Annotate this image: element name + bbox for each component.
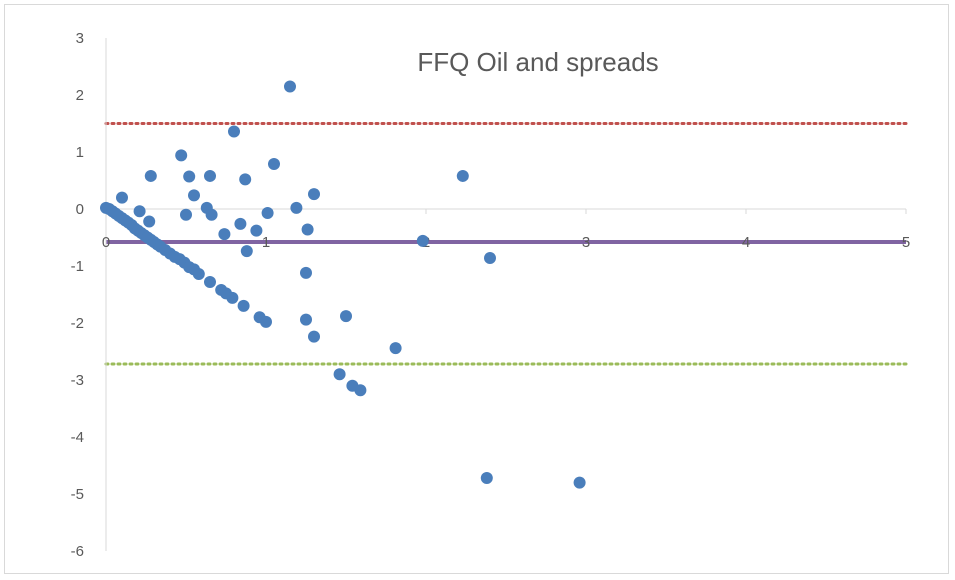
data-point (204, 275, 216, 288)
y-tick-label: 3 (76, 30, 84, 47)
chart-title: FFQ Oil and spreads (417, 47, 658, 77)
data-point (260, 315, 272, 328)
data-point (340, 310, 352, 323)
data-point (301, 223, 314, 236)
data-point (456, 169, 469, 182)
data-point (218, 228, 231, 241)
y-tick-label: -2 (71, 315, 84, 332)
data-point (240, 245, 253, 258)
data-point (228, 125, 240, 138)
y-tick-label: 2 (76, 87, 84, 104)
data-point (333, 368, 346, 381)
data-point (354, 384, 367, 397)
reference-lines (104, 122, 908, 366)
x-tick-label: 0 (102, 234, 110, 251)
data-point (284, 80, 296, 93)
data-point (192, 267, 205, 280)
data-point (308, 188, 320, 201)
data-point (416, 234, 429, 247)
y-tick-label: -1 (71, 258, 84, 275)
x-tick-label: 1 (262, 234, 270, 251)
data-point (239, 173, 252, 186)
data-point (180, 208, 192, 221)
y-tick-label: 0 (76, 201, 84, 218)
x-tick-label: 5 (902, 234, 910, 251)
y-tick-label: 1 (76, 144, 84, 161)
data-point (250, 224, 263, 237)
data-point (300, 313, 312, 326)
data-point (205, 208, 218, 221)
data-point (480, 472, 493, 485)
data-point (389, 342, 402, 355)
y-tick-label: -4 (71, 429, 84, 446)
data-point (268, 157, 280, 170)
x-tick-label: 3 (582, 234, 590, 251)
chart-frame: FFQ Oil and spreads 3 2 1 0 -1 -2 -3 -4 -5 -6 0 1 2… (4, 4, 949, 574)
y-tick-label: -5 (71, 486, 84, 503)
data-point (188, 189, 200, 202)
data-point (116, 191, 128, 204)
data-point (143, 215, 156, 228)
data-point (144, 169, 157, 182)
data-point (308, 330, 320, 343)
data-point (175, 149, 188, 162)
scatter-chart: FFQ Oil and spreads 3 2 1 0 -1 -2 -3 -4 -5 -6 0 1 2… (71, 30, 911, 560)
data-point (234, 217, 247, 230)
data-point (300, 266, 312, 279)
data-point (573, 476, 586, 489)
data-point (183, 170, 196, 183)
data-point (226, 291, 239, 304)
data-points (100, 80, 586, 489)
y-tick-label: -3 (71, 372, 84, 389)
data-point (133, 205, 146, 218)
data-point (484, 252, 496, 265)
data-point (261, 206, 274, 219)
data-point (204, 169, 216, 182)
y-axis-ticks: 3 2 1 0 -1 -2 -3 -4 -5 -6 (71, 30, 84, 560)
x-tick-label: 4 (742, 234, 750, 251)
y-tick-label: -6 (71, 543, 84, 560)
data-point (237, 299, 250, 312)
data-point (290, 201, 303, 214)
